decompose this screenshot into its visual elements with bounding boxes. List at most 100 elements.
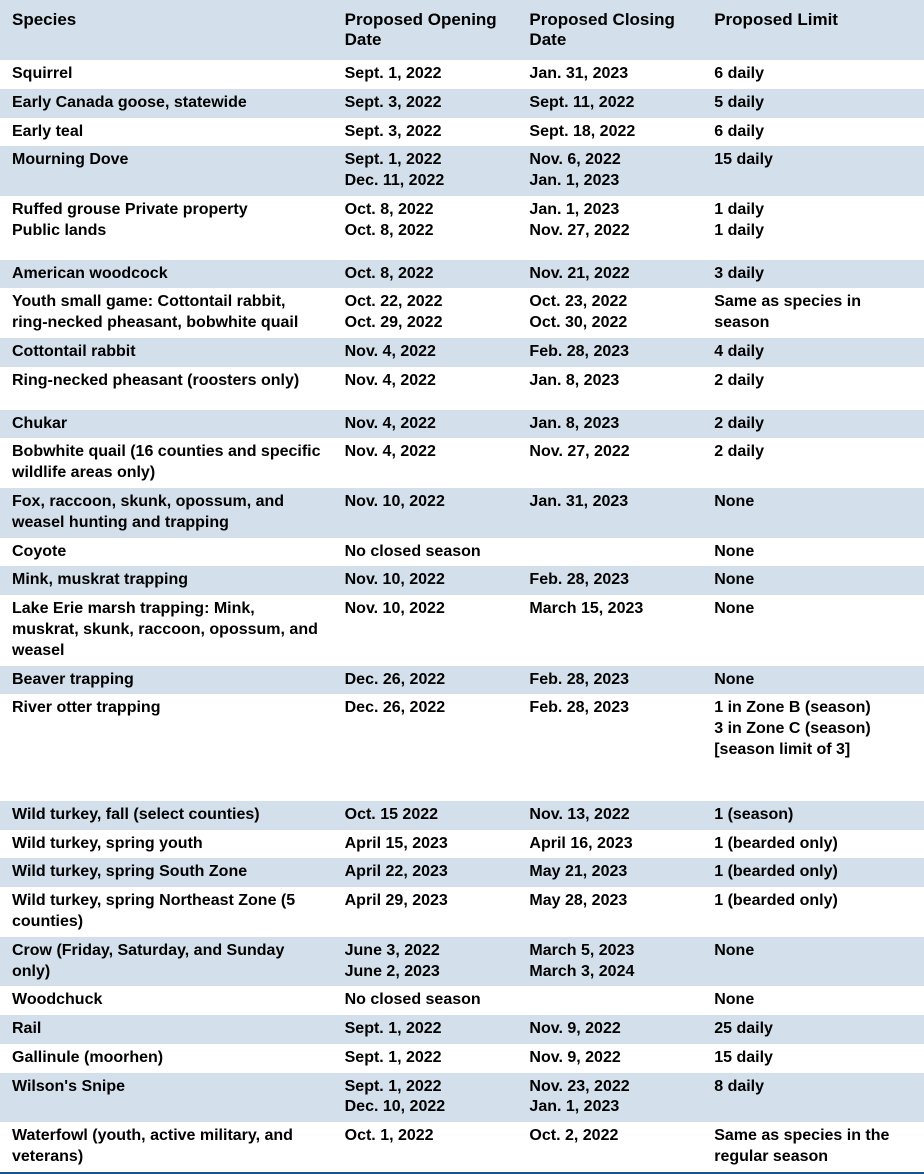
cell-closing: Nov. 6, 2022 Jan. 1, 2023 (517, 146, 702, 196)
cell-limit: 15 daily (702, 1044, 924, 1073)
cell-species: Early Canada goose, statewide (0, 89, 333, 118)
table-row: Early Canada goose, statewideSept. 3, 20… (0, 89, 924, 118)
cell-species: Woodchuck (0, 986, 333, 1015)
cell-closing: Oct. 2, 2022 (517, 1122, 702, 1172)
cell-closing (517, 986, 702, 1015)
cell-species: Early teal (0, 118, 333, 147)
cell-closing: Sept. 18, 2022 (517, 118, 702, 147)
hunting-seasons-table: Species Proposed Opening Date Proposed C… (0, 0, 924, 1174)
cell-closing: Feb. 28, 2023 (517, 566, 702, 595)
cell-closing: Jan. 8, 2023 (517, 410, 702, 439)
cell-limit: None (702, 986, 924, 1015)
cell-limit: 1 in Zone B (season) 3 in Zone C (season… (702, 694, 924, 764)
cell-opening: April 29, 2023 (333, 887, 518, 937)
table-row: Wild turkey, spring youthApril 15, 2023A… (0, 830, 924, 859)
table-row: Wild turkey, spring Northeast Zone (5 co… (0, 887, 924, 937)
cell-closing: Nov. 23, 2022 Jan. 1, 2023 (517, 1073, 702, 1123)
cell-species: Cottontail rabbit (0, 338, 333, 367)
cell-limit: 2 daily (702, 367, 924, 396)
table-row: WoodchuckNo closed season None (0, 986, 924, 1015)
cell-opening: Nov. 4, 2022 (333, 410, 518, 439)
cell-limit: None (702, 595, 924, 665)
table-row: Wild turkey, fall (select counties)Oct. … (0, 801, 924, 830)
table-row: ChukarNov. 4, 2022Jan. 8, 20232 daily (0, 410, 924, 439)
cell-opening: Sept. 1, 2022 Dec. 11, 2022 (333, 146, 518, 196)
cell-closing: Oct. 23, 2022 Oct. 30, 2022 (517, 288, 702, 338)
cell-opening: Sept. 3, 2022 (333, 118, 518, 147)
cell-species: Youth small game: Cottontail rabbit, rin… (0, 288, 333, 338)
table-row: Ring-necked pheasant (roosters only)Nov.… (0, 367, 924, 396)
table-row: SquirrelSept. 1, 2022Jan. 31, 20236 dail… (0, 60, 924, 89)
cell-opening: Nov. 4, 2022 (333, 338, 518, 367)
cell-limit: None (702, 538, 924, 567)
cell-closing: Nov. 21, 2022 (517, 260, 702, 289)
cell-opening: No closed season (333, 986, 518, 1015)
table-row: Wild turkey, spring South ZoneApril 22, … (0, 858, 924, 887)
cell-limit: 1 (bearded only) (702, 887, 924, 937)
cell-species: Mink, muskrat trapping (0, 566, 333, 595)
table-footer-line (0, 1172, 924, 1173)
cell-opening: Oct. 22, 2022 Oct. 29, 2022 (333, 288, 518, 338)
spacer-row (0, 246, 924, 260)
cell-species: Fox, raccoon, skunk, opossum, and weasel… (0, 488, 333, 538)
cell-closing: Sept. 11, 2022 (517, 89, 702, 118)
cell-species: Rail (0, 1015, 333, 1044)
table-row: CoyoteNo closed seasonNone (0, 538, 924, 567)
cell-opening: Nov. 4, 2022 (333, 367, 518, 396)
cell-limit: 5 daily (702, 89, 924, 118)
cell-species: Crow (Friday, Saturday, and Sunday only) (0, 937, 333, 987)
spacer-row (0, 396, 924, 410)
cell-limit: 1 (season) (702, 801, 924, 830)
cell-closing: May 21, 2023 (517, 858, 702, 887)
cell-species: Wild turkey, spring youth (0, 830, 333, 859)
cell-closing: Feb. 28, 2023 (517, 694, 702, 764)
table-row: Mink, muskrat trappingNov. 10, 2022Feb. … (0, 566, 924, 595)
cell-opening: Dec. 26, 2022 (333, 694, 518, 764)
cell-species: Mourning Dove (0, 146, 333, 196)
cell-limit: 2 daily (702, 438, 924, 488)
cell-species: Beaver trapping (0, 666, 333, 695)
table-row: Mourning DoveSept. 1, 2022 Dec. 11, 2022… (0, 146, 924, 196)
cell-opening: Nov. 10, 2022 (333, 488, 518, 538)
cell-opening: June 3, 2022 June 2, 2023 (333, 937, 518, 987)
cell-limit: None (702, 937, 924, 987)
cell-limit: 8 daily (702, 1073, 924, 1123)
cell-species: Lake Erie marsh trapping: Mink, muskrat,… (0, 595, 333, 665)
table-row: Crow (Friday, Saturday, and Sunday only)… (0, 937, 924, 987)
cell-opening: Oct. 8, 2022 Oct. 8, 2022 (333, 196, 518, 246)
cell-opening: Sept. 3, 2022 (333, 89, 518, 118)
col-header-limit: Proposed Limit (702, 0, 924, 60)
cell-closing: Nov. 27, 2022 (517, 438, 702, 488)
cell-opening: Oct. 8, 2022 (333, 260, 518, 289)
cell-closing: Jan. 8, 2023 (517, 367, 702, 396)
cell-limit: 2 daily (702, 410, 924, 439)
cell-species: Coyote (0, 538, 333, 567)
cell-species: American woodcock (0, 260, 333, 289)
cell-opening: Sept. 1, 2022 (333, 1044, 518, 1073)
cell-limit: 1 daily 1 daily (702, 196, 924, 246)
table-row: Gallinule (moorhen)Sept. 1, 2022Nov. 9, … (0, 1044, 924, 1073)
cell-closing: Jan. 31, 2023 (517, 60, 702, 89)
cell-limit: None (702, 666, 924, 695)
cell-species: Waterfowl (youth, active military, and v… (0, 1122, 333, 1172)
cell-species: Chukar (0, 410, 333, 439)
cell-limit: 1 (bearded only) (702, 858, 924, 887)
cell-opening: Oct. 15 2022 (333, 801, 518, 830)
table-row: River otter trappingDec. 26, 2022Feb. 28… (0, 694, 924, 764)
cell-species: River otter trapping (0, 694, 333, 764)
cell-species: Wild turkey, fall (select counties) (0, 801, 333, 830)
cell-opening: Oct. 1, 2022 (333, 1122, 518, 1172)
cell-limit: Same as species in the regular season (702, 1122, 924, 1172)
cell-opening: Sept. 1, 2022 Dec. 10, 2022 (333, 1073, 518, 1123)
cell-species: Wilson's Snipe (0, 1073, 333, 1123)
spacer-row (0, 765, 924, 801)
cell-closing: Nov. 9, 2022 (517, 1015, 702, 1044)
cell-species: Wild turkey, spring Northeast Zone (5 co… (0, 887, 333, 937)
table-row: Early tealSept. 3, 2022Sept. 18, 20226 d… (0, 118, 924, 147)
cell-closing: May 28, 2023 (517, 887, 702, 937)
col-header-species: Species (0, 0, 333, 60)
cell-limit: Same as species in season (702, 288, 924, 338)
table-row: Beaver trappingDec. 26, 2022Feb. 28, 202… (0, 666, 924, 695)
table-row: RailSept. 1, 2022Nov. 9, 202225 daily (0, 1015, 924, 1044)
cell-closing (517, 538, 702, 567)
